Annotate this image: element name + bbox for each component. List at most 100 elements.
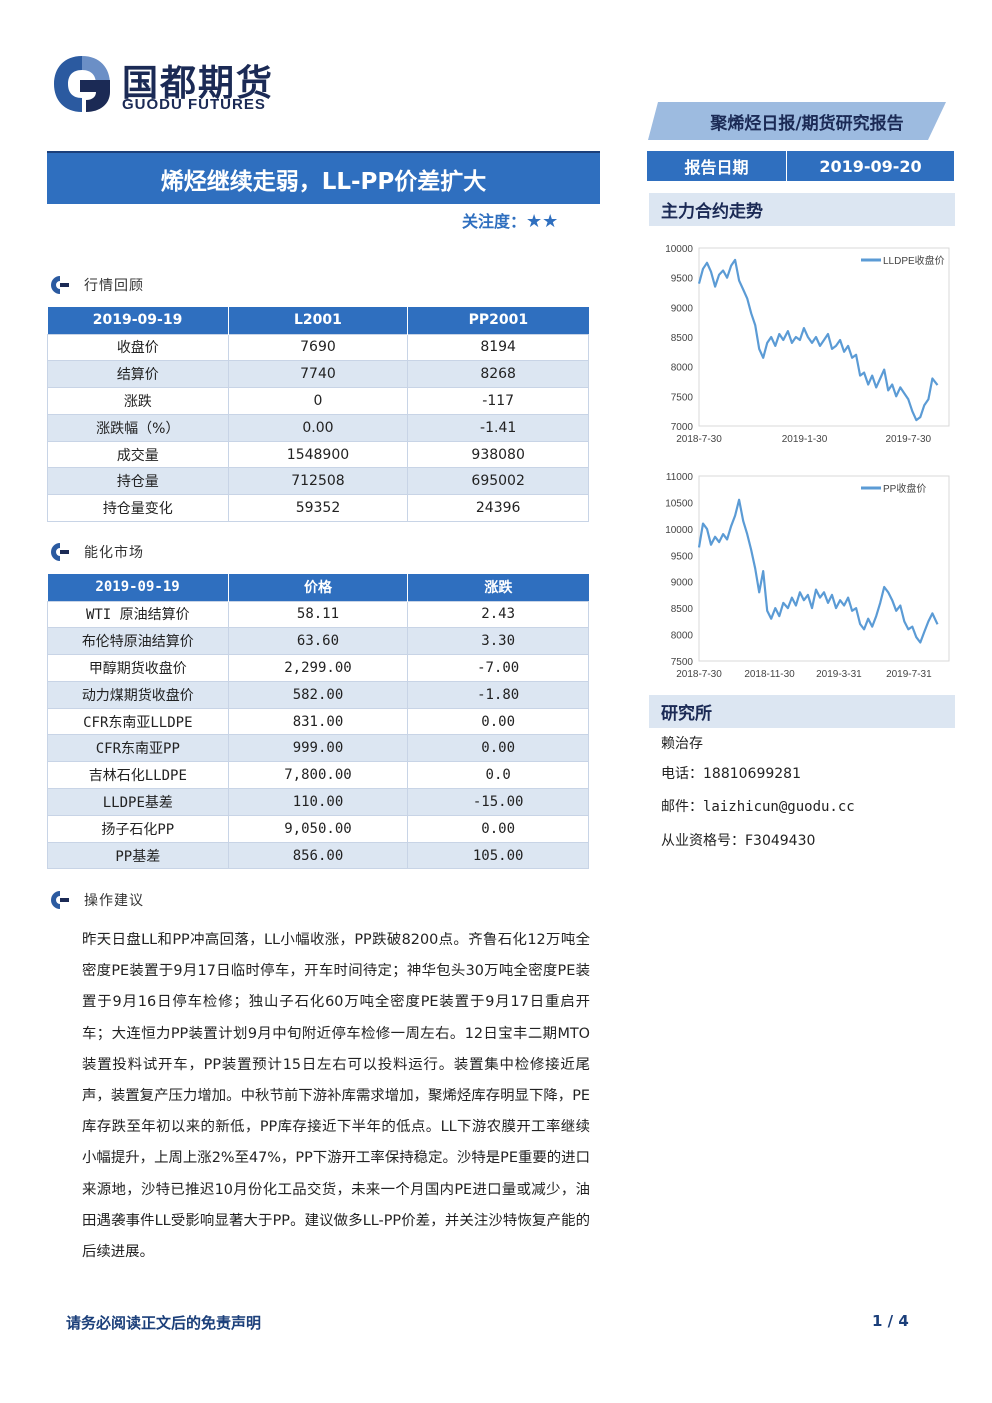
- change-value: 0.0: [407, 761, 589, 790]
- section-bullet-icon: [51, 276, 69, 294]
- analyst-phone: 电话：18810699281: [661, 766, 801, 782]
- analyst-name: 赖治存: [661, 736, 703, 752]
- table-header-row: 2019-09-19 L2001 PP2001: [47, 307, 589, 334]
- table-row: 布伦特原油结算价 63.60 3.30: [47, 627, 589, 656]
- attention-rating: 关注度：★★: [462, 208, 558, 232]
- y-tick-label: 9500: [671, 551, 694, 562]
- table-row: 甲醇期货收盘价 2,299.00 -7.00: [47, 654, 589, 682]
- row-label: 结算价: [47, 360, 229, 389]
- row-label: 涨跌幅（%）: [47, 413, 229, 442]
- row-label: LLDPE基差: [47, 788, 229, 816]
- pp2001-value: 8194: [407, 333, 589, 362]
- y-tick-label: 9000: [671, 303, 694, 314]
- report-title: 烯烃继续走弱，LL-PP价差扩大: [47, 151, 600, 204]
- table-row: 收盘价 7690 8194: [47, 333, 589, 362]
- header-pp2001: PP2001: [407, 307, 589, 334]
- row-label: PP基差: [47, 841, 229, 870]
- series-line: [697, 258, 939, 422]
- table-row: 动力煤期货收盘价 582.00 -1.80: [47, 680, 589, 709]
- table-row: 涨跌幅（%） 0.00 -1.41: [47, 413, 589, 442]
- change-value: 0.00: [407, 707, 589, 736]
- y-tick-label: 7500: [671, 657, 694, 668]
- change-value: 0.00: [407, 734, 589, 763]
- analyst-license: 从业资格号：F3049430: [661, 833, 816, 849]
- l2001-value: 7690: [227, 333, 409, 362]
- l2001-value: 7740: [227, 360, 409, 389]
- row-label: 成交量: [47, 440, 229, 469]
- price-value: 831.00: [227, 707, 409, 736]
- legend-label: PP收盘价: [883, 482, 926, 495]
- row-label: 持仓量变化: [47, 494, 229, 523]
- row-label: 吉林石化LLDPE: [47, 761, 229, 790]
- price-value: 7,800.00: [227, 761, 409, 790]
- price-value: 999.00: [227, 734, 409, 763]
- y-tick-label: 8000: [671, 363, 694, 374]
- x-tick-label: 2019-1-30: [782, 434, 828, 445]
- report-date-label: 报告日期: [647, 151, 787, 181]
- header-price: 价格: [228, 574, 409, 601]
- row-label: 动力煤期货收盘价: [47, 680, 229, 709]
- institute-heading: 研究所: [649, 695, 955, 728]
- y-tick-label: 9500: [671, 274, 694, 285]
- x-tick-label: 2018-11-30: [744, 669, 795, 680]
- series-line: [697, 498, 939, 644]
- section-title: 能化市场: [84, 545, 144, 561]
- table-row: 结算价 7740 8268: [47, 360, 589, 389]
- row-label: WTI 原油结算价: [47, 600, 229, 629]
- y-tick-label: 8500: [671, 604, 694, 615]
- analyst-email[interactable]: 邮件：laizhicun@guodu.cc: [661, 799, 855, 815]
- row-label: CFR东南亚PP: [47, 734, 229, 763]
- x-tick-label: 2019-3-31: [816, 669, 862, 680]
- pp2001-value: -1.41: [407, 413, 589, 442]
- l2001-value: 0: [227, 387, 409, 415]
- section-title: 操作建议: [84, 893, 144, 909]
- y-tick-label: 8500: [671, 333, 694, 344]
- company-logo: 国都期货 GUODU FUTURES: [50, 52, 290, 118]
- table-row: 持仓量变化 59352 24396: [47, 494, 589, 523]
- main-trend-heading: 主力合约走势: [649, 193, 955, 226]
- logo-chinese-name: 国都期货: [122, 63, 275, 104]
- section-title: 行情回顾: [84, 278, 144, 294]
- price-value: 856.00: [227, 841, 409, 870]
- l2001-value: 1548900: [227, 440, 409, 469]
- table-row: 成交量 1548900 938080: [47, 440, 589, 469]
- header-date: 2019-09-19: [47, 574, 229, 601]
- l2001-value: 712508: [227, 467, 409, 496]
- l2001-value: 59352: [227, 494, 409, 523]
- suggestion-paragraph: 昨天日盘LL和PP冲高回落，LL小幅收涨，PP跌破8200点。齐鲁石化12万吨全…: [82, 932, 590, 1261]
- change-value: 3.30: [407, 627, 589, 656]
- l2001-value: 0.00: [227, 413, 409, 442]
- section-energy-market: 能化市场: [50, 540, 144, 564]
- table-row: PP基差 856.00 105.00: [47, 841, 589, 870]
- row-label: 布伦特原油结算价: [47, 627, 229, 656]
- x-tick-label: 2019-7-30: [885, 434, 931, 445]
- change-value: -7.00: [407, 654, 589, 682]
- x-tick-label: 2018-7-30: [676, 434, 722, 445]
- table-row: 涨跌 0 -117: [47, 387, 589, 415]
- row-label: 甲醇期货收盘价: [47, 654, 229, 682]
- lldpe-price-chart: 7000 7500 8000 8500 9000 9500 10000 2018-7-30 20…: [665, 244, 950, 445]
- price-value: 9,050.00: [227, 814, 409, 843]
- section-market-review: 行情回顾: [50, 273, 144, 297]
- price-value: 2,299.00: [227, 654, 409, 682]
- attention-label: 关注度：: [462, 212, 527, 231]
- header-change: 涨跌: [407, 574, 589, 601]
- pp2001-value: -117: [407, 387, 589, 415]
- price-value: 582.00: [227, 680, 409, 709]
- report-date-value: 2019-09-20: [819, 156, 922, 176]
- y-tick-label: 7500: [671, 392, 694, 403]
- y-tick-label: 8000: [671, 631, 694, 642]
- table-row: 吉林石化LLDPE 7,800.00 0.0: [47, 761, 589, 790]
- logo-english-name: GUODU FUTURES: [122, 96, 266, 113]
- header-date: 2019-09-19: [47, 307, 229, 334]
- x-tick-label: 2019-7-31: [886, 669, 932, 680]
- price-value: 110.00: [227, 788, 409, 816]
- guodu-logo-icon: [54, 56, 110, 112]
- pp2001-value: 24396: [407, 494, 589, 523]
- energy-market-table: 2019-09-19 价格 涨跌 WTI 原油结算价 58.11 2.43 布伦特原…: [47, 574, 589, 870]
- table-row: LLDPE基差 110.00 -15.00: [47, 788, 589, 816]
- plot-area: [698, 247, 950, 427]
- y-tick-label: 10000: [665, 525, 693, 536]
- pp2001-value: 695002: [407, 467, 589, 496]
- row-label: 涨跌: [47, 387, 229, 415]
